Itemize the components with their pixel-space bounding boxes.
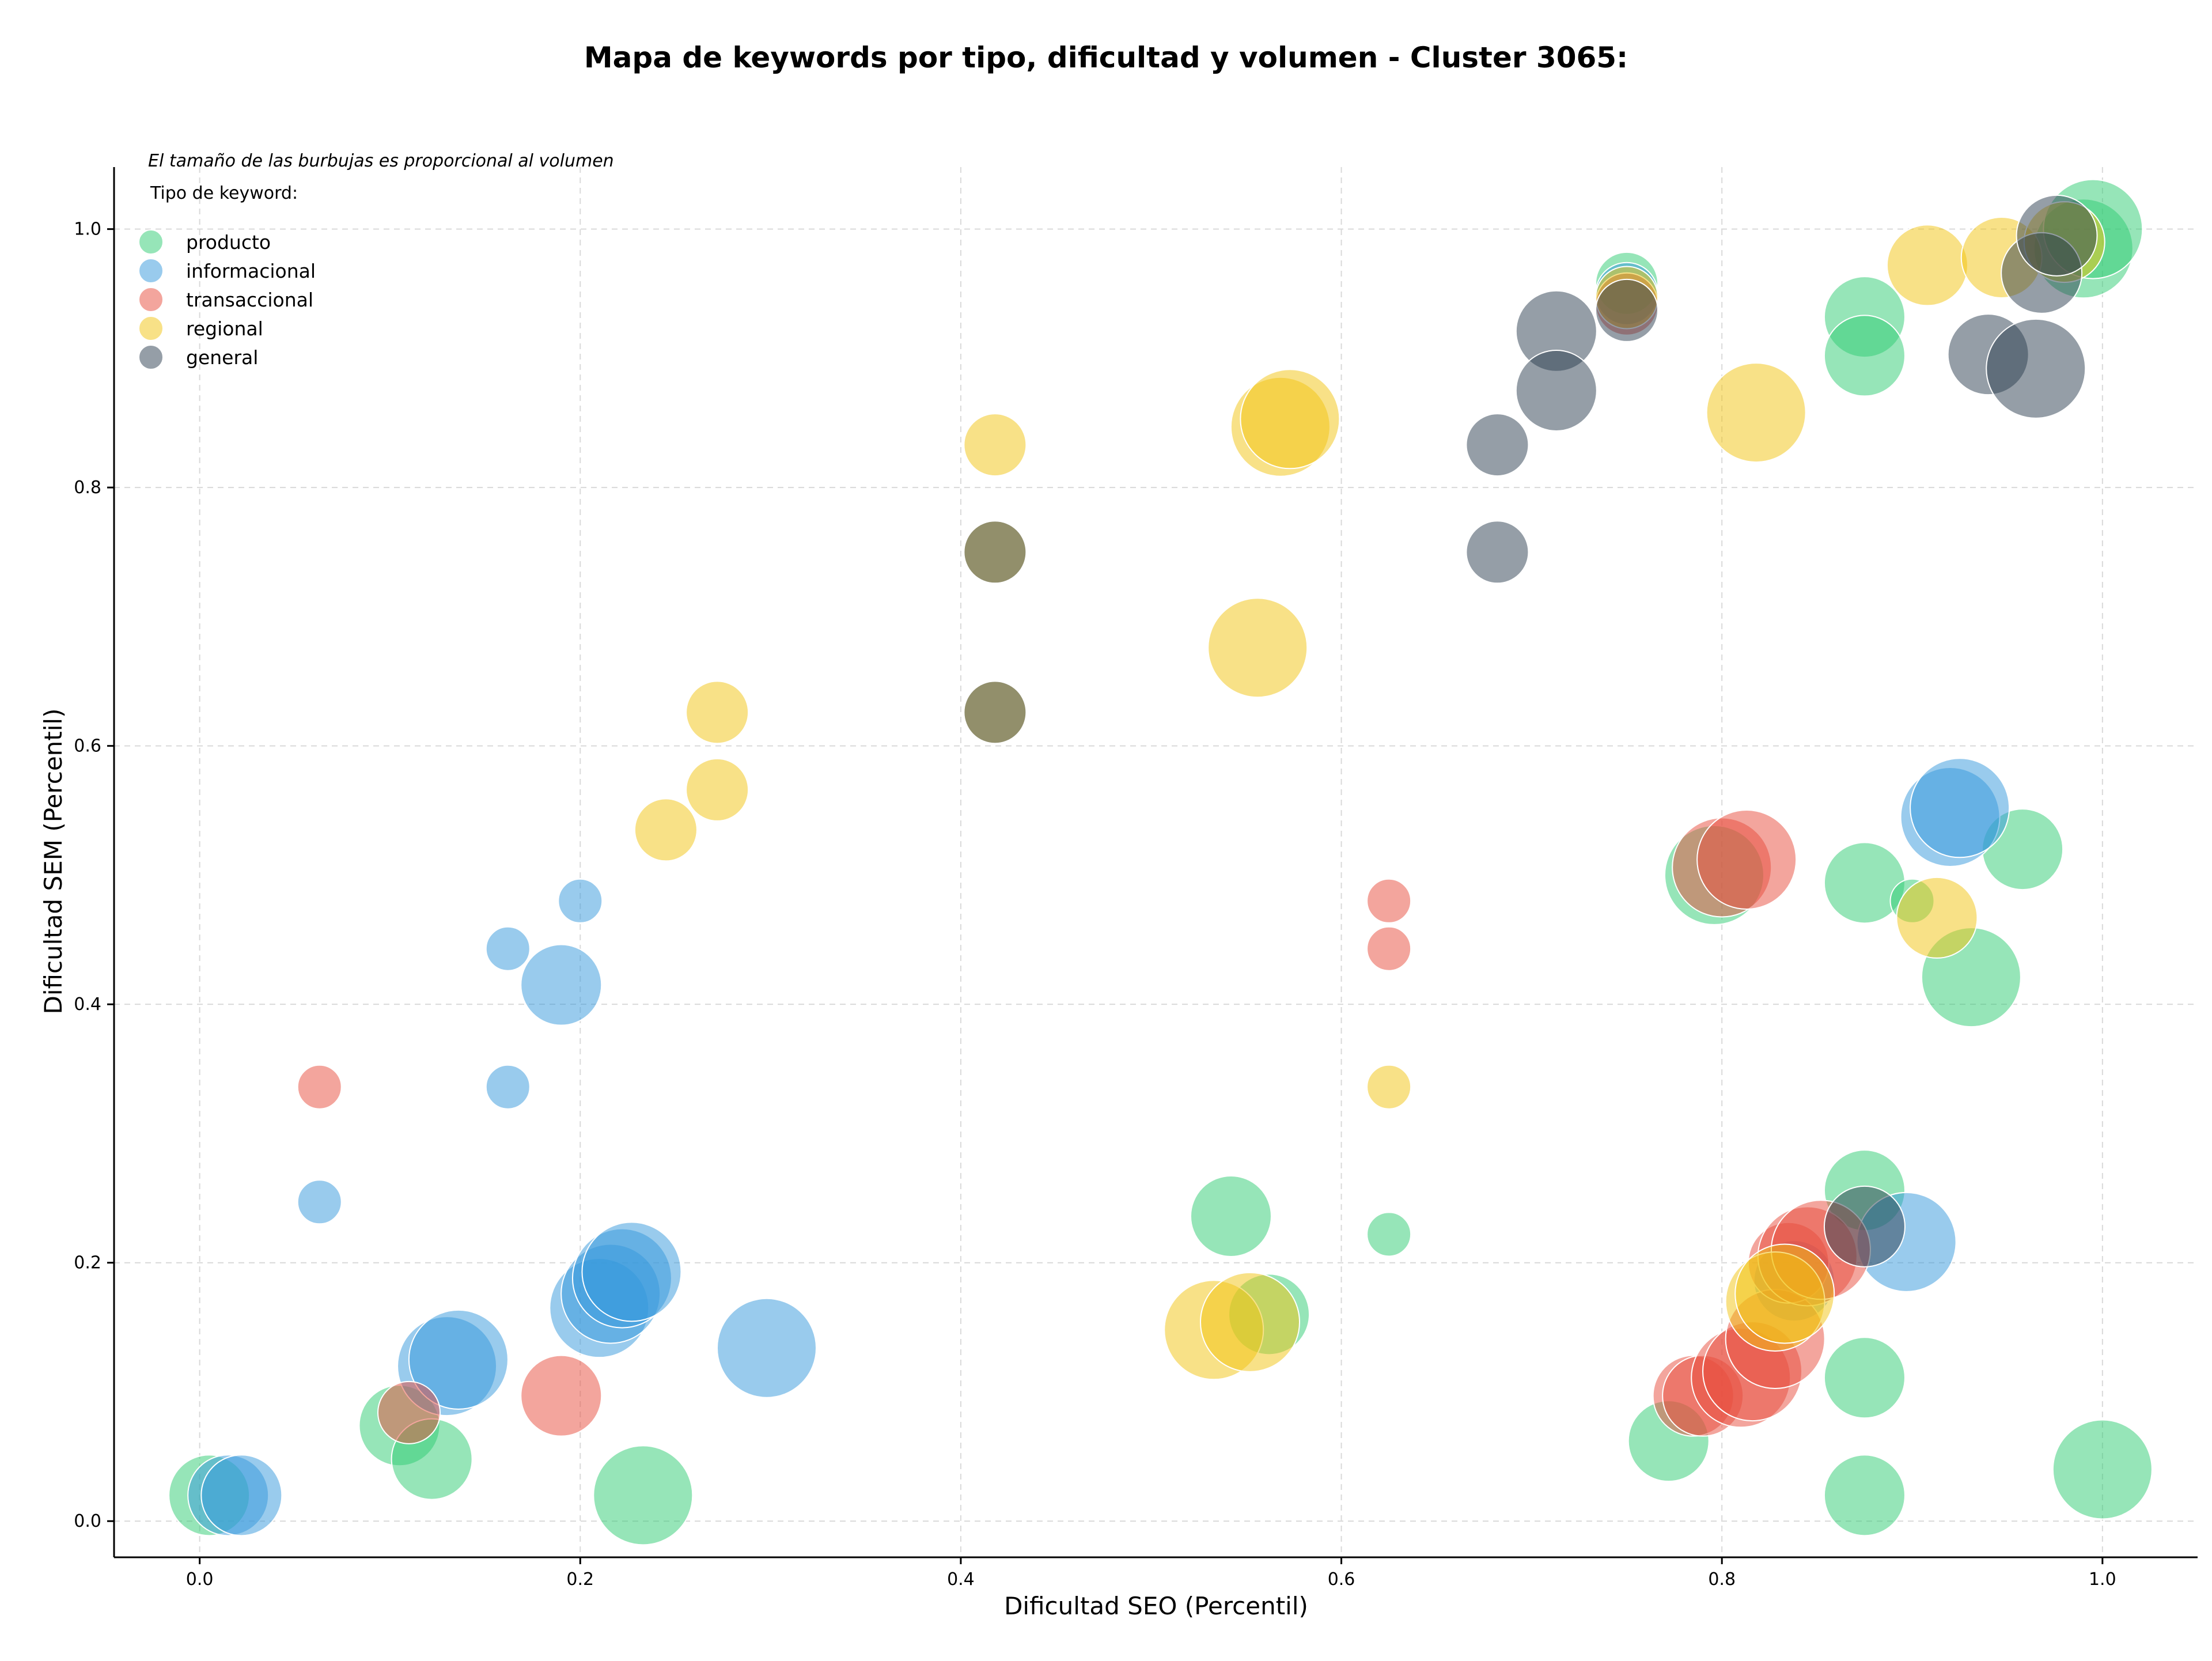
x-tick-label: 0.4 (947, 1569, 975, 1590)
legend-marker-transaccional (138, 287, 164, 312)
bubble-general (1465, 413, 1529, 477)
x-axis-label: Dificultad SEO (Percentil) (1004, 1592, 1308, 1620)
bubble-informacional (558, 878, 603, 924)
bubble-regional (1896, 876, 1978, 959)
bubble-general (1465, 520, 1529, 584)
y-tick-label: 0.0 (74, 1511, 101, 1531)
x-tick-label: 0.0 (186, 1569, 214, 1590)
legend: producto informacional transaccional region… (138, 229, 316, 370)
y-tick-label: 1.0 (74, 220, 101, 240)
bubble-informacional (1910, 758, 2010, 858)
bubble-transaccional (1696, 809, 1797, 910)
x-tick-label: 0.2 (566, 1569, 594, 1590)
bubble-regional (1200, 1272, 1301, 1372)
bubble-regional (1240, 369, 1340, 470)
bubble-transaccional (297, 1064, 342, 1110)
bubble-transaccional (377, 1380, 441, 1444)
bubble-producto (1823, 1454, 1906, 1537)
bubble-informacional (297, 1179, 342, 1225)
bubble-informacional (200, 1454, 283, 1537)
x-tick-label: 0.6 (1328, 1569, 1355, 1590)
x-tick-label: 1.0 (2089, 1569, 2116, 1590)
y-tick-label: 0.2 (74, 1253, 101, 1273)
legend-label-general: general (186, 346, 258, 369)
y-tick-label: 0.6 (74, 736, 101, 756)
y-tick-label: 0.8 (74, 478, 101, 498)
bubble-producto (1823, 315, 1906, 397)
legend-title: Tipo de keyword: (150, 183, 298, 203)
bubble-informacional (485, 1064, 531, 1110)
bubble-informacional (485, 926, 531, 971)
legend-marker-general (138, 345, 164, 370)
bubble-regional (685, 758, 749, 822)
bubble-regional (1886, 224, 1968, 307)
bubble-general (963, 520, 1027, 584)
bubble-informacional (716, 1297, 817, 1398)
legend-marker-producto (138, 229, 164, 255)
bubble-producto (1190, 1175, 1272, 1257)
bubble-informacional (408, 1309, 509, 1410)
bubble-regional (1734, 1243, 1835, 1344)
bubble-producto (1823, 1337, 1906, 1419)
bubble-regional (1366, 1064, 1412, 1110)
bubble-producto (593, 1445, 694, 1546)
bubble-general (1986, 318, 2086, 419)
legend-label-producto: producto (186, 231, 271, 253)
bubble-layer (168, 179, 2153, 1546)
legend-label-regional: regional (186, 317, 263, 340)
legend-label-informacional: informacional (186, 260, 316, 282)
bubble-producto (2052, 1419, 2153, 1520)
bubble-general (963, 680, 1027, 744)
chart-title: Mapa de keywords por tipo, dificultad y … (584, 41, 1628, 74)
legend-marker-informacional (138, 258, 164, 283)
bubble-informacional (520, 944, 603, 1026)
y-axis-label: Dificultad SEM (Percentil) (39, 709, 67, 1015)
bubble-general (2016, 194, 2098, 277)
bubble-general (1515, 349, 1597, 432)
bubble-size-note: El tamaño de las burbujas es proporciona… (148, 151, 614, 171)
axes-layer: 0.0 0.2 0.4 0.6 0.8 1.0 0.0 0.2 0.4 0.6 0.8 1.0 (74, 167, 2198, 1590)
bubble-regional (685, 680, 749, 744)
bubble-regional (963, 413, 1027, 477)
bubble-regional (1207, 597, 1308, 698)
y-tick-label: 0.4 (74, 994, 101, 1015)
bubble-transaccional (1366, 878, 1412, 924)
legend-marker-regional (138, 316, 164, 341)
bubble-general (1595, 278, 1659, 342)
bubble-producto (1366, 1212, 1412, 1257)
bubble-general (1823, 1185, 1906, 1267)
bubble-informacional (581, 1221, 682, 1322)
x-tick-label: 0.8 (1708, 1569, 1736, 1590)
bubble-regional (634, 798, 698, 862)
legend-label-transaccional: transaccional (186, 289, 313, 311)
bubble-transaccional (1366, 926, 1412, 971)
bubble-transaccional (520, 1354, 603, 1437)
bubble-regional (1706, 362, 1806, 463)
